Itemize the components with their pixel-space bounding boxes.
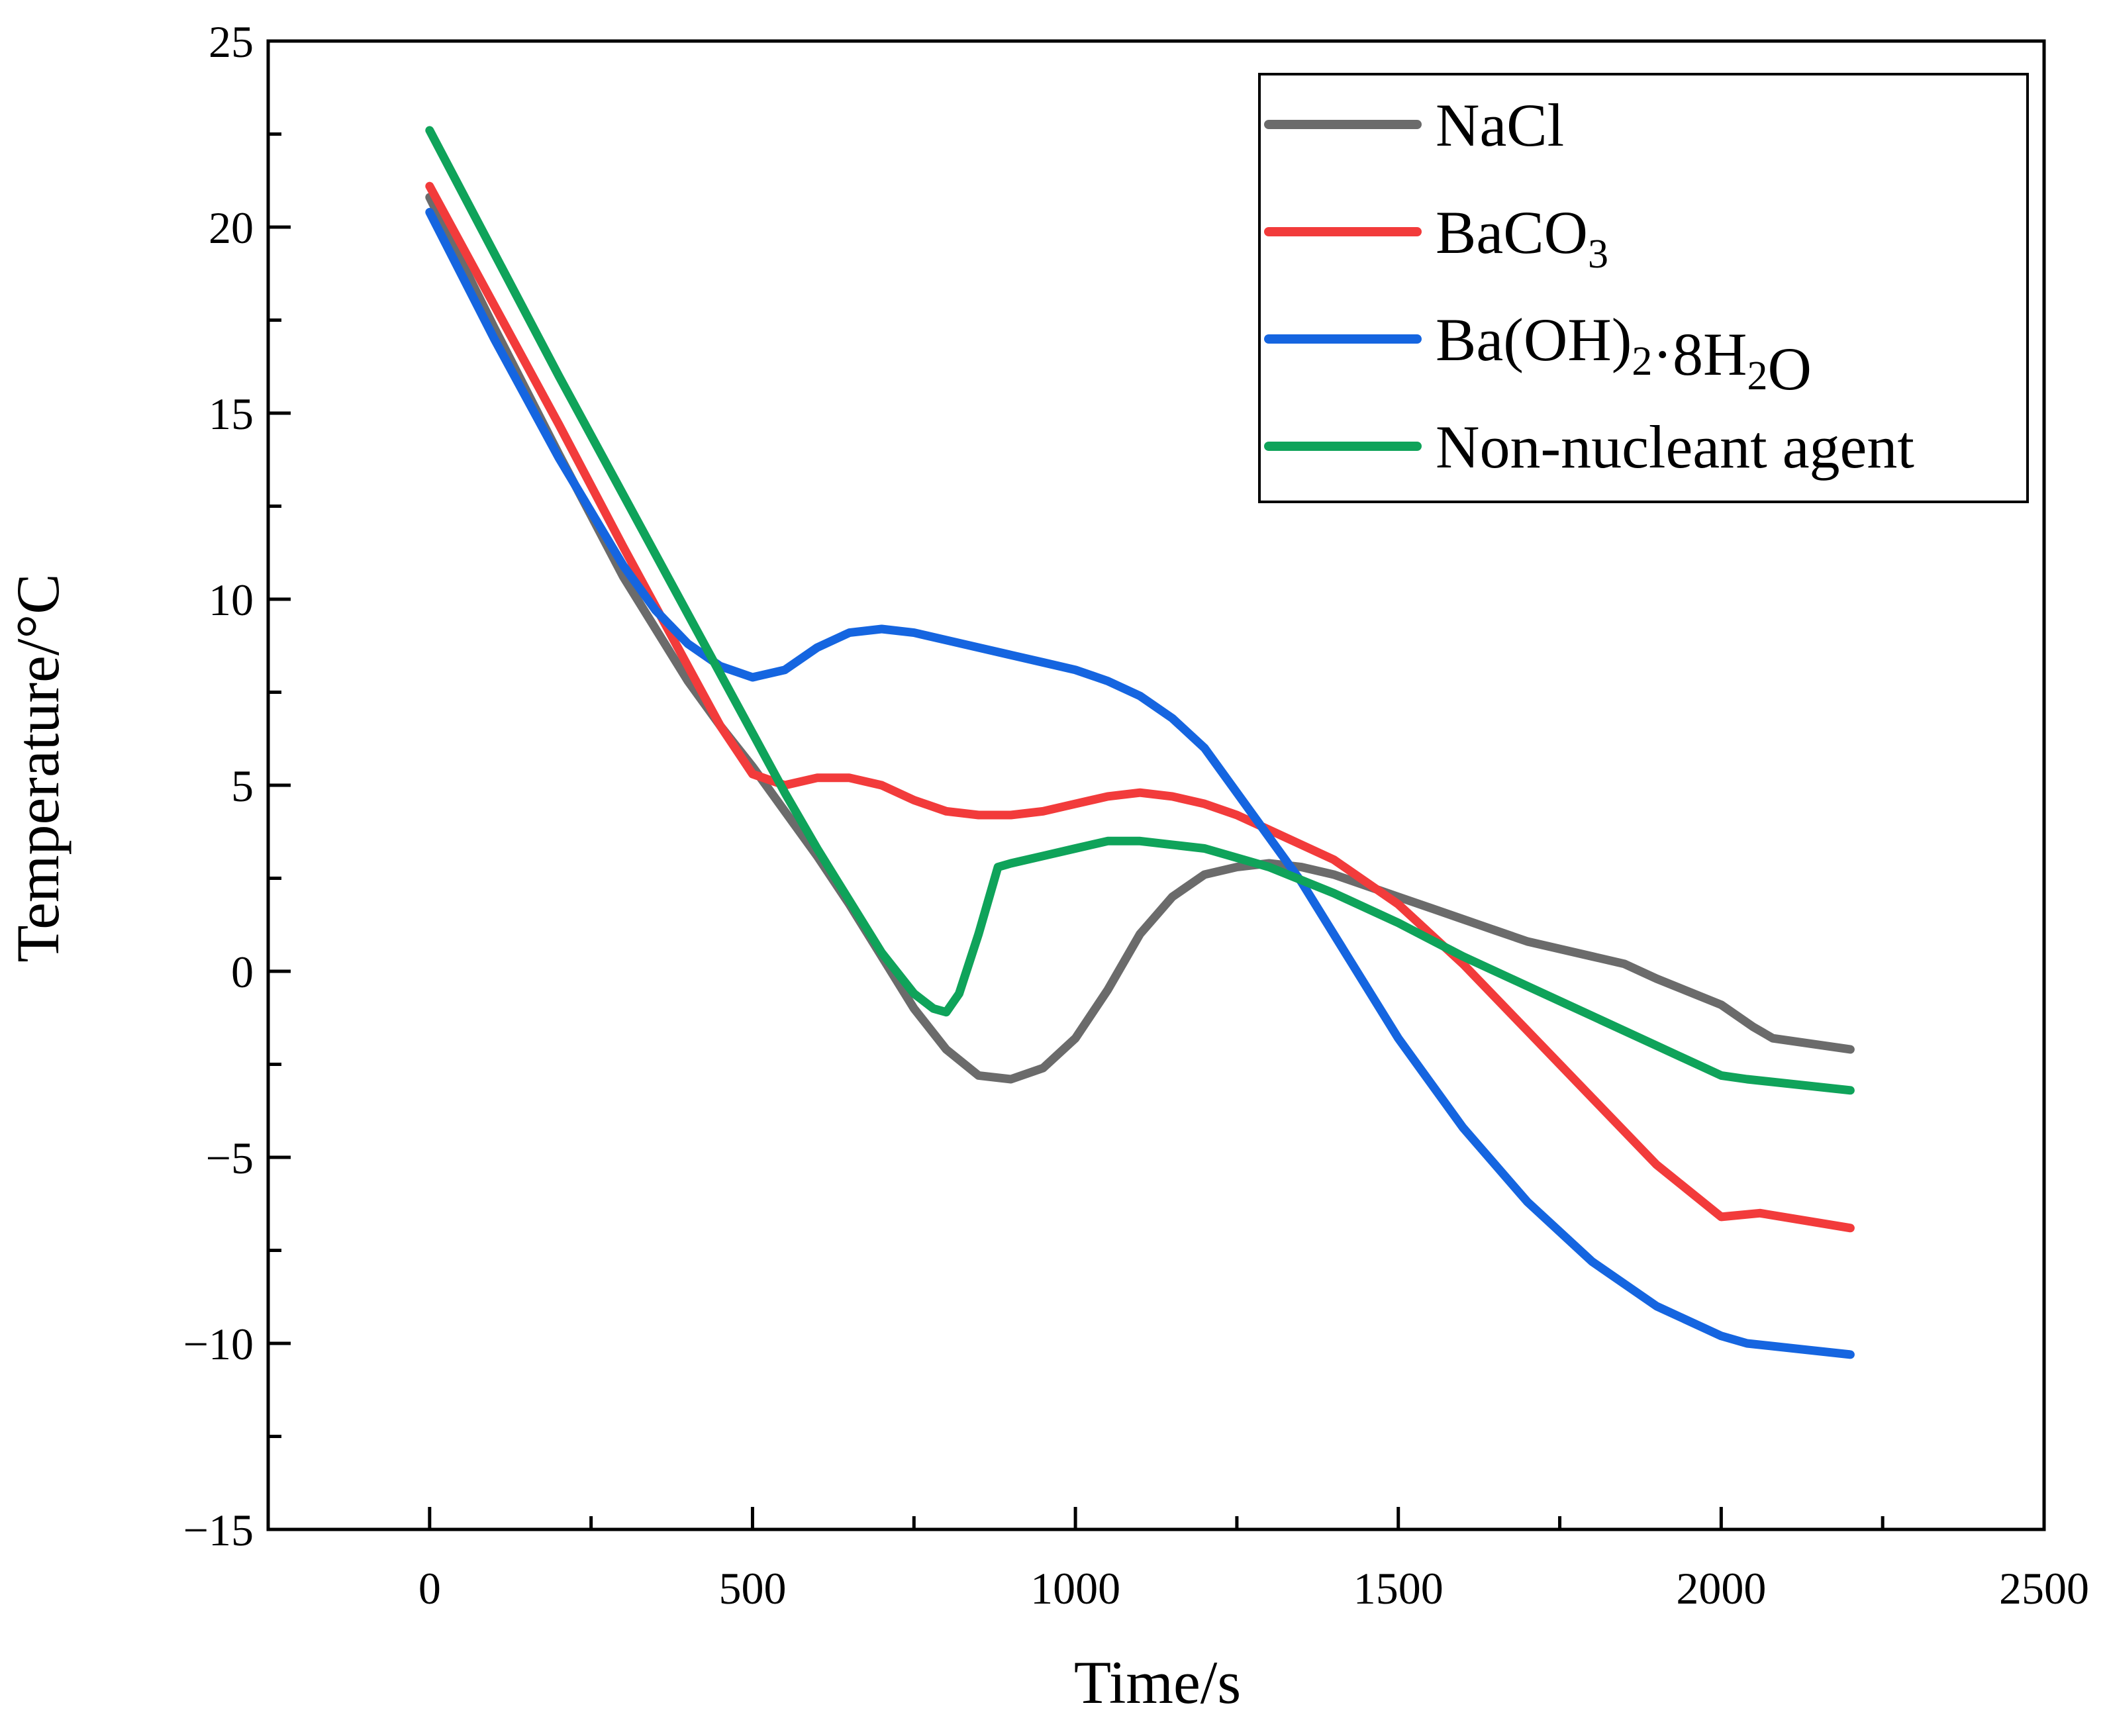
legend-label-2: BaCO3 — [1436, 199, 1608, 277]
series-line-2 — [425, 181, 1855, 1233]
legend-label-3: Ba(OH)2·8H2O — [1436, 306, 1812, 403]
y-tick-label: −5 — [206, 1133, 254, 1183]
y-tick-label: 15 — [209, 389, 254, 439]
y-tick-label: 10 — [209, 575, 254, 625]
y-tick-label: 25 — [209, 17, 254, 67]
series-layer — [425, 126, 1855, 1359]
series-line-3 — [425, 208, 1855, 1359]
x-tick-label: 1500 — [1353, 1563, 1444, 1614]
x-tick-label: 500 — [718, 1563, 786, 1614]
y-tick-label: 0 — [231, 947, 254, 997]
x-tick-label: 2500 — [1999, 1563, 2089, 1614]
x-tick-label: 1000 — [1030, 1563, 1120, 1614]
axes-layer: 0 500 1000 1500 2000 2500 −15 −10 −5 0 5 10 15 20 25 — [183, 17, 2089, 1614]
legend-label-1: NaCl — [1436, 91, 1564, 159]
x-tick-label: 2000 — [1676, 1563, 1766, 1614]
series-line-4 — [425, 126, 1855, 1095]
y-tick-label: 5 — [231, 761, 254, 811]
legend-label-4: Non-nucleant agent — [1436, 413, 1914, 481]
legend: NaCl BaCO3 Ba(OH)2·8H2O Non-nucleant agent — [1258, 73, 2029, 503]
y-tick-label: −15 — [183, 1505, 254, 1555]
y-tick-label: −10 — [183, 1319, 254, 1369]
y-tick-label: 20 — [209, 203, 254, 253]
x-tick-label: 0 — [418, 1563, 441, 1614]
legend-box — [1258, 73, 2029, 503]
y-axis-title: Temperature/°C — [4, 573, 72, 962]
x-axis-title: Time/s — [1074, 1649, 1241, 1716]
